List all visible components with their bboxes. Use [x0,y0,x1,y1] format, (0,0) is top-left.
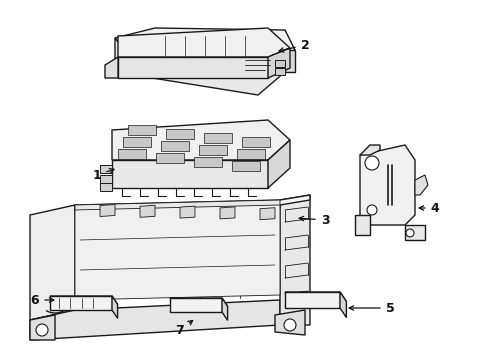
Polygon shape [274,68,285,75]
Polygon shape [112,160,267,188]
Polygon shape [170,298,222,312]
Polygon shape [280,195,309,325]
Polygon shape [194,157,222,167]
Polygon shape [274,60,285,67]
Polygon shape [75,205,280,300]
Polygon shape [118,57,267,78]
Text: 6: 6 [31,293,54,306]
Polygon shape [140,205,155,217]
Polygon shape [359,145,414,225]
Circle shape [36,324,48,336]
Polygon shape [285,292,346,302]
Polygon shape [30,300,280,340]
Polygon shape [75,200,280,215]
Polygon shape [115,28,294,60]
Text: 3: 3 [299,213,328,226]
Polygon shape [128,125,156,135]
Polygon shape [339,292,346,318]
Polygon shape [161,141,189,151]
Polygon shape [30,205,75,320]
Polygon shape [220,207,235,219]
Text: 1: 1 [92,168,114,181]
Polygon shape [118,149,146,159]
Polygon shape [231,161,260,171]
Circle shape [284,319,295,331]
Polygon shape [267,140,289,188]
Polygon shape [404,225,424,240]
Circle shape [364,156,378,170]
Polygon shape [199,145,226,155]
Text: 5: 5 [348,302,393,315]
Polygon shape [100,204,115,216]
Polygon shape [274,310,305,335]
Text: 2: 2 [279,39,309,52]
Text: 7: 7 [175,320,192,337]
Polygon shape [203,133,231,143]
Polygon shape [260,208,274,220]
Polygon shape [156,153,183,163]
Circle shape [366,205,376,215]
Polygon shape [100,183,112,191]
Polygon shape [50,296,117,305]
Circle shape [405,229,413,237]
Polygon shape [100,175,112,183]
Polygon shape [115,38,294,95]
Polygon shape [414,175,427,195]
Polygon shape [100,165,112,173]
Polygon shape [112,296,117,318]
Polygon shape [50,296,112,310]
Polygon shape [242,137,269,147]
Text: 4: 4 [418,202,439,215]
Polygon shape [165,129,194,139]
Polygon shape [237,149,264,159]
Polygon shape [170,298,227,306]
Polygon shape [180,206,195,218]
Polygon shape [105,57,118,78]
Polygon shape [75,195,309,210]
Polygon shape [222,298,227,320]
Polygon shape [285,292,339,308]
Polygon shape [359,145,379,155]
Polygon shape [267,48,289,78]
Polygon shape [30,315,55,340]
Polygon shape [354,215,369,235]
Polygon shape [118,28,289,57]
Polygon shape [123,137,151,147]
Polygon shape [285,50,294,72]
Polygon shape [112,120,289,160]
